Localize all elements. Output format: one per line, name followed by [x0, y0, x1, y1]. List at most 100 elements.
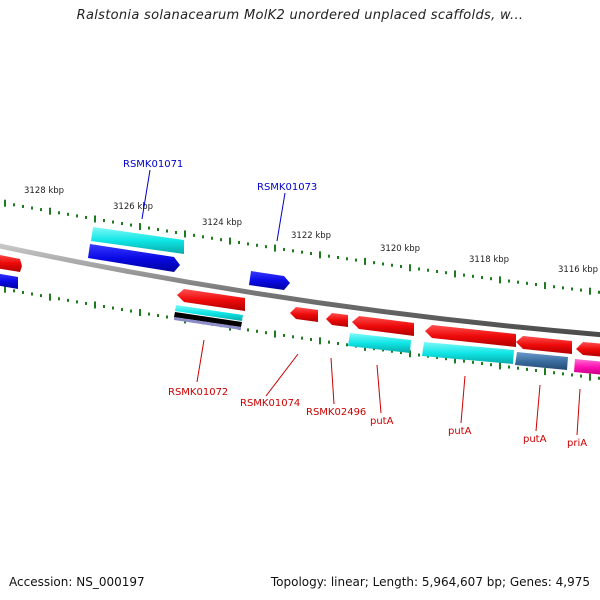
minor-tick: [175, 230, 177, 234]
minor-tick: [355, 258, 357, 262]
gene-label[interactable]: putA: [523, 434, 547, 445]
gene-label[interactable]: RSMK01072: [168, 387, 228, 398]
major-tick: [364, 257, 366, 265]
minor-tick: [526, 281, 528, 285]
gene-feature[interactable]: [290, 307, 318, 322]
leader-line: [196, 339, 205, 383]
accession-label: Accession: NS_000197: [9, 575, 145, 589]
minor-tick: [292, 335, 294, 339]
major-tick: [409, 350, 411, 358]
genome-map[interactable]: 3128 kbp 3126 kbp 3124 kbp 3122 kbp 3120…: [0, 0, 600, 570]
gene-feature[interactable]: [515, 352, 568, 370]
minor-tick: [301, 250, 303, 254]
kbp-label: 3122 kbp: [291, 231, 331, 241]
gene-feature[interactable]: [574, 359, 600, 375]
minor-tick: [517, 366, 519, 370]
minor-tick: [472, 274, 474, 278]
gene-feature[interactable]: [175, 305, 243, 321]
minor-tick: [256, 243, 258, 247]
minor-tick: [130, 309, 132, 313]
kbp-scale: 3128 kbp 3126 kbp 3124 kbp 3122 kbp 3120…: [24, 186, 598, 275]
gene-feature[interactable]: [177, 289, 245, 311]
minor-tick: [211, 236, 213, 240]
major-tick: [274, 244, 276, 252]
leader-line: [460, 375, 466, 424]
minor-tick: [337, 255, 339, 259]
reverse-features: [174, 289, 600, 375]
minor-tick: [580, 288, 582, 292]
gene-feature[interactable]: [422, 342, 514, 364]
gene-feature[interactable]: [352, 316, 414, 336]
gene-feature[interactable]: [348, 333, 411, 353]
minor-tick: [310, 251, 312, 255]
minor-tick: [508, 279, 510, 283]
minor-tick: [103, 305, 105, 309]
outer-tick-row: [4, 199, 600, 295]
gene-label[interactable]: RSMK01073: [257, 182, 317, 193]
gene-feature[interactable]: [249, 271, 290, 290]
major-tick: [229, 237, 231, 245]
gene-feature[interactable]: [425, 325, 516, 347]
minor-tick: [76, 214, 78, 218]
major-tick: [139, 223, 141, 231]
minor-tick: [553, 371, 555, 375]
gene-feature[interactable]: [174, 312, 242, 327]
gene-feature[interactable]: [0, 273, 18, 289]
major-tick: [94, 301, 96, 309]
genome-stats-label: Topology: linear; Length: 5,964,607 bp; …: [270, 575, 590, 589]
minor-tick: [571, 287, 573, 291]
page-title: Ralstonia solanacearum MolK2 unordered u…: [76, 8, 524, 23]
kbp-label: 3118 kbp: [469, 255, 509, 265]
major-tick: [454, 356, 456, 364]
gene-feature[interactable]: [88, 244, 180, 272]
gene-label[interactable]: RSMK01071: [123, 159, 183, 170]
minor-tick: [247, 328, 249, 332]
minor-tick: [418, 353, 420, 357]
minor-tick: [238, 241, 240, 245]
kbp-label: 3128 kbp: [24, 186, 64, 196]
gene-label[interactable]: priA: [567, 438, 587, 449]
minor-tick: [265, 245, 267, 249]
gene-feature[interactable]: [516, 336, 572, 354]
minor-tick: [31, 206, 33, 210]
gene-label[interactable]: putA: [370, 416, 394, 427]
minor-tick: [22, 290, 24, 294]
minor-tick: [400, 265, 402, 268]
minor-tick: [445, 357, 447, 361]
minor-tick: [553, 285, 555, 289]
major-tick: [274, 330, 276, 338]
gene-label[interactable]: RSMK01074: [240, 398, 300, 409]
minor-tick: [13, 289, 15, 293]
minor-tick: [562, 372, 564, 376]
minor-tick: [598, 376, 600, 380]
leader-line: [330, 357, 335, 405]
minor-tick: [220, 238, 222, 242]
gene-feature[interactable]: [576, 342, 600, 357]
minor-tick: [166, 315, 168, 319]
major-tick: [454, 270, 456, 278]
minor-tick: [427, 268, 429, 272]
leader-line: [276, 192, 286, 242]
gene-label[interactable]: putA: [448, 426, 472, 437]
major-tick: [409, 264, 411, 272]
major-tick: [139, 309, 141, 317]
gene-feature[interactable]: [174, 317, 241, 330]
major-tick: [589, 287, 591, 295]
minor-tick: [490, 277, 492, 281]
minor-tick: [283, 247, 285, 251]
minor-tick: [283, 333, 285, 337]
gene-feature[interactable]: [0, 254, 22, 272]
gene-feature[interactable]: [91, 227, 184, 254]
major-tick: [544, 282, 546, 290]
major-tick: [499, 276, 501, 284]
minor-tick: [481, 276, 483, 280]
minor-tick: [58, 297, 60, 301]
minor-tick: [121, 222, 123, 226]
gene-label[interactable]: RSMK02496: [306, 407, 366, 418]
gene-feature[interactable]: [326, 313, 348, 327]
minor-tick: [301, 336, 303, 340]
kbp-label: 3116 kbp: [558, 265, 598, 275]
minor-tick: [472, 360, 474, 364]
label-leaders: [141, 169, 581, 436]
minor-tick: [40, 294, 42, 298]
